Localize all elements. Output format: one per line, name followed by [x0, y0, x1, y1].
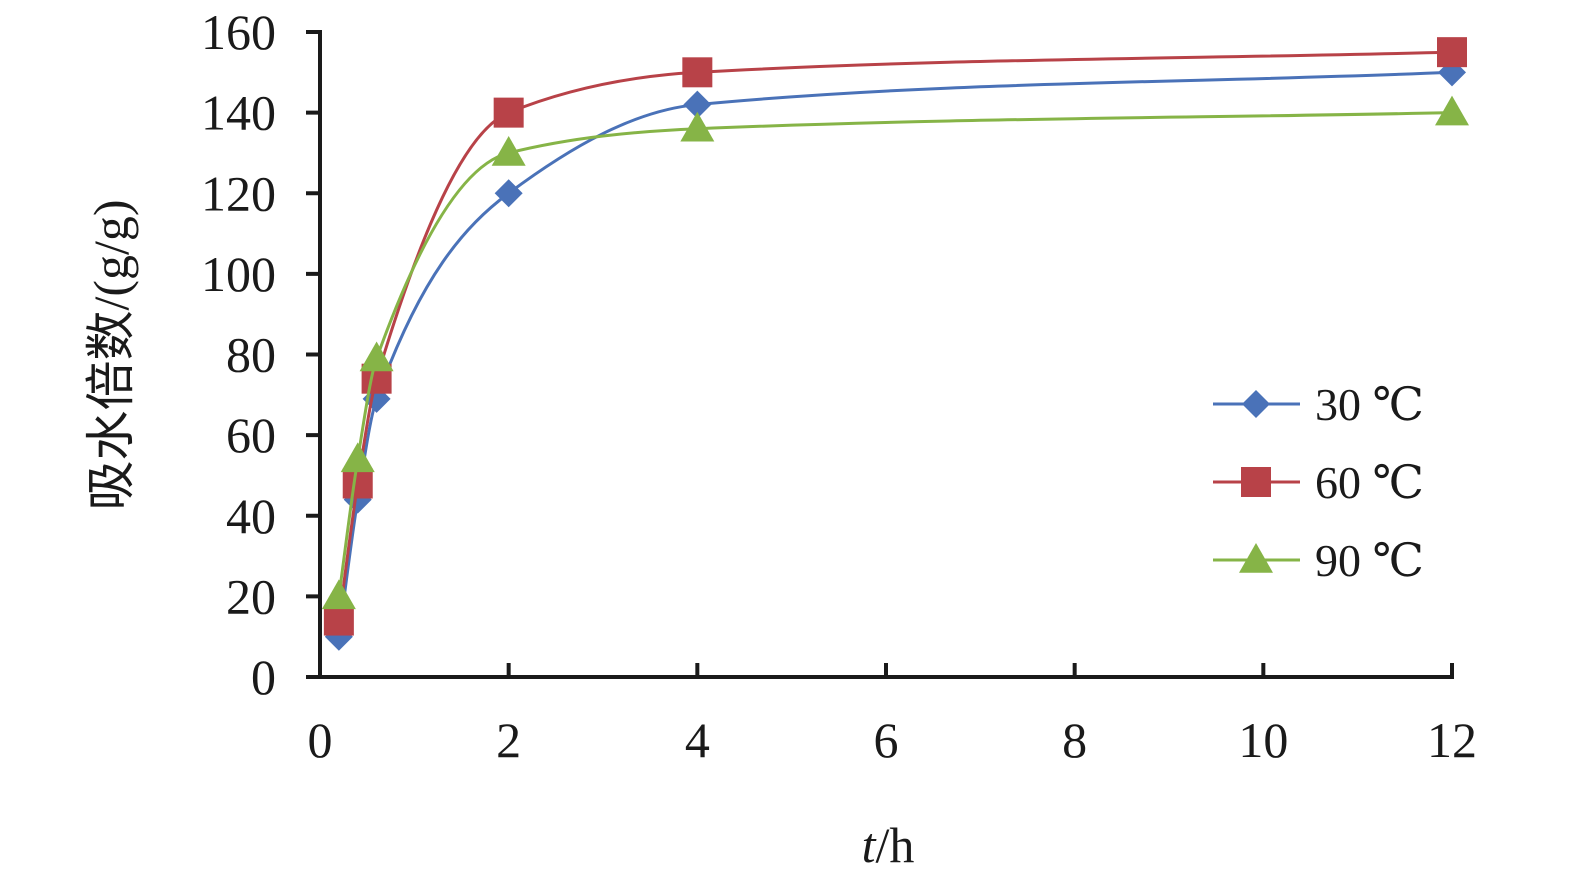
x-tick-label: 10: [1238, 712, 1288, 768]
series-1: [323, 37, 1467, 636]
y-axis-title: 吸水倍数/(g/g): [83, 199, 139, 510]
data-point-1-4: [682, 57, 713, 88]
y-tick-label: 20: [226, 568, 276, 624]
y-tick-label: 160: [201, 4, 276, 60]
x-axis-title-variable: t: [862, 817, 877, 873]
legend-marker-diamond: [1242, 390, 1270, 418]
x-tick-label: 0: [308, 712, 333, 768]
data-point-0-4: [683, 90, 712, 119]
data-point-2-3: [491, 135, 526, 166]
data-point-2-2: [359, 341, 394, 372]
legend-item-0: 30 ℃: [1213, 379, 1424, 430]
axes-layer: 0 20 40 60 80 100 120 140 160 0 2 4 6 8 10 12: [201, 4, 1477, 768]
legend-item-1: 60 ℃: [1213, 457, 1424, 508]
x-tick-label: 12: [1427, 712, 1477, 768]
x-tick-label: 4: [685, 712, 710, 768]
series-layer: [321, 37, 1469, 651]
y-tick-label: 140: [201, 85, 276, 141]
x-tick-label: 2: [496, 712, 521, 768]
data-point-1-1: [342, 468, 373, 499]
series-0: [324, 58, 1466, 651]
data-point-2-5: [1435, 95, 1469, 126]
data-point-1-0: [323, 605, 354, 636]
legend-marker-square: [1241, 467, 1271, 497]
data-point-1-3: [493, 97, 524, 128]
series-line-1: [337, 50, 1453, 621]
y-tick-label: 100: [201, 246, 276, 302]
y-tick-label: 40: [226, 488, 276, 544]
legend-label: 30 ℃: [1315, 379, 1424, 430]
data-point-0-3: [494, 179, 523, 208]
legend-item-2: 90 ℃: [1213, 535, 1424, 586]
y-tick-label: 60: [226, 407, 276, 463]
data-point-2-1: [340, 442, 375, 473]
x-tick-label: 8: [1062, 712, 1087, 768]
legend: 30 ℃ 60 ℃ 90 ℃: [1213, 379, 1424, 586]
legend-label: 60 ℃: [1315, 457, 1424, 508]
data-point-2-4: [680, 111, 715, 142]
data-point-2-0: [321, 579, 356, 610]
x-tick-label: 6: [874, 712, 899, 768]
data-point-1-5: [1437, 37, 1467, 68]
legend-label: 90 ℃: [1315, 535, 1424, 586]
x-axis-title-unit: /h: [876, 817, 915, 873]
y-tick-label: 120: [201, 165, 276, 221]
series-2: [321, 95, 1469, 610]
legend-marker-triangle: [1239, 543, 1273, 573]
y-tick-label: 0: [251, 649, 276, 705]
y-tick-label: 80: [226, 327, 276, 383]
x-axis-title: t/h: [862, 817, 915, 873]
